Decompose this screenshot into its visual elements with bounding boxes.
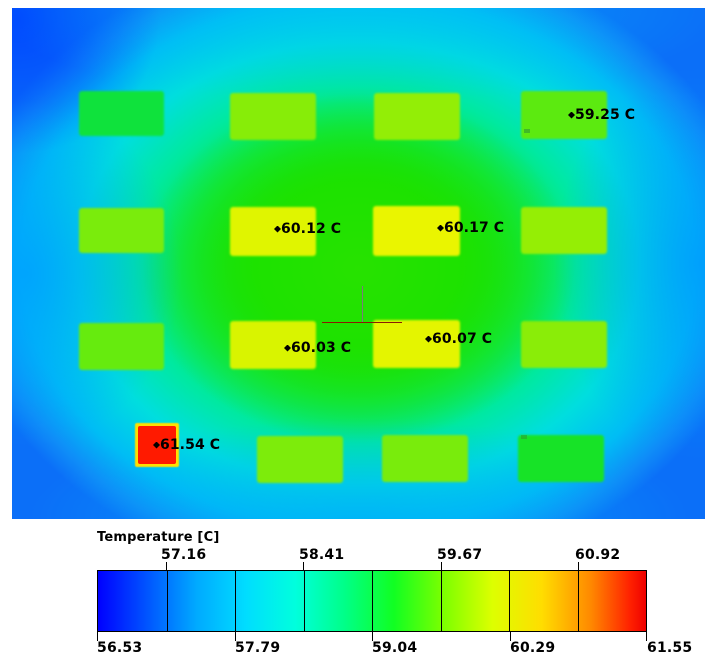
point-temperature-label: 61.54 C [160,437,221,453]
colorbar-tick-top-1 [165,562,167,571]
point-marker-60-03[interactable]: 60.03 C [284,341,351,355]
diamond-point-icon [425,335,432,343]
colorbar-segment-divider-3 [303,571,305,631]
point-temperature-label: 60.03 C [291,340,352,356]
point-marker-60-17[interactable]: 60.17 C [437,221,504,235]
colorbar-tick-bottom-3 [372,632,373,641]
diamond-point-icon [437,224,444,232]
diamond-point-icon [284,344,291,352]
colorbar-tick-top-4 [578,562,580,571]
point-temperature-label: 59.25 C [575,107,636,123]
temperature-colorbar-legend: Temperature [C] 57.16 58.41 59.67 60.92 [97,530,692,656]
chip-r2c4[interactable] [521,207,607,254]
crosshair-horizontal-line [322,322,402,323]
colorbar-tick-label-top-4: 60.92 [575,547,621,563]
point-temperature-label: 60.12 C [281,221,342,237]
sensor-artifact-r4c4 [521,435,527,439]
diamond-point-icon [274,225,281,233]
point-marker-59-25[interactable]: 59.25 C [568,108,635,122]
colorbar-title: Temperature [C] [97,530,220,545]
colorbar-tick-label-bottom-1: 56.53 [97,640,143,656]
chip-r1c4[interactable] [521,91,607,139]
diamond-point-icon [153,441,160,449]
colorbar-tick-bottom-4 [509,632,511,641]
crosshair-vertical-line [362,286,363,322]
point-marker-61-54[interactable]: 61.54 C [153,438,220,452]
colorbar-segment-divider-6 [509,571,510,631]
point-marker-60-07[interactable]: 60.07 C [425,332,492,346]
chip-r3c4[interactable] [521,321,607,368]
colorbar-tick-top-3 [440,562,442,571]
colorbar-tick-label-top-1: 57.16 [161,547,207,563]
chip-r1c3[interactable] [374,93,460,140]
colorbar-segment-divider-7 [577,571,579,631]
colorbar-tick-label-top-2: 58.41 [299,547,345,563]
chip-r3c1[interactable] [79,323,164,370]
colorbar-segment-divider-1 [166,571,168,631]
colorbar-tick-bottom-1 [97,632,98,641]
diamond-point-icon [568,111,575,119]
chip-r4c4[interactable] [518,435,604,482]
colorbar-segment-divider-4 [372,571,373,631]
colorbar-tick-bottom-5 [646,632,647,641]
colorbar-segment-divider-2 [235,571,236,631]
colorbar-tick-label-top-3: 59.67 [437,547,483,563]
chip-r3c2[interactable] [230,321,316,369]
colorbar-segment-divider-5 [440,571,442,631]
chip-r4c3[interactable] [382,435,468,482]
chip-r1c1[interactable] [79,91,164,136]
colorbar-tick-top-2 [303,562,305,571]
colorbar-tick-label-bottom-2: 57.79 [235,640,281,656]
chip-r2c1[interactable] [79,208,164,253]
crosshair-probe-marker[interactable] [312,286,412,336]
point-marker-60-12[interactable]: 60.12 C [274,222,341,236]
colorbar-tick-label-bottom-5: 61.55 [647,640,693,656]
chip-r4c2[interactable] [257,436,343,483]
colorbar-tick-label-bottom-4: 60.29 [510,640,556,656]
chip-r2c2[interactable] [230,207,316,256]
point-temperature-label: 60.17 C [444,220,505,236]
sensor-artifact-r1c4 [524,129,530,133]
colorbar-tick-label-bottom-3: 59.04 [372,640,418,656]
point-temperature-label: 60.07 C [432,331,493,347]
chip-r3c3[interactable] [373,320,460,368]
chip-r2c3[interactable] [373,206,460,256]
thermal-image-panel[interactable]: 59.25 C 60.12 C 60.17 C 60.03 C 60.07 C … [12,8,705,519]
colorbar-gradient-bar[interactable] [97,570,647,632]
chip-r1c2[interactable] [230,93,316,140]
colorbar-tick-bottom-2 [234,632,236,641]
